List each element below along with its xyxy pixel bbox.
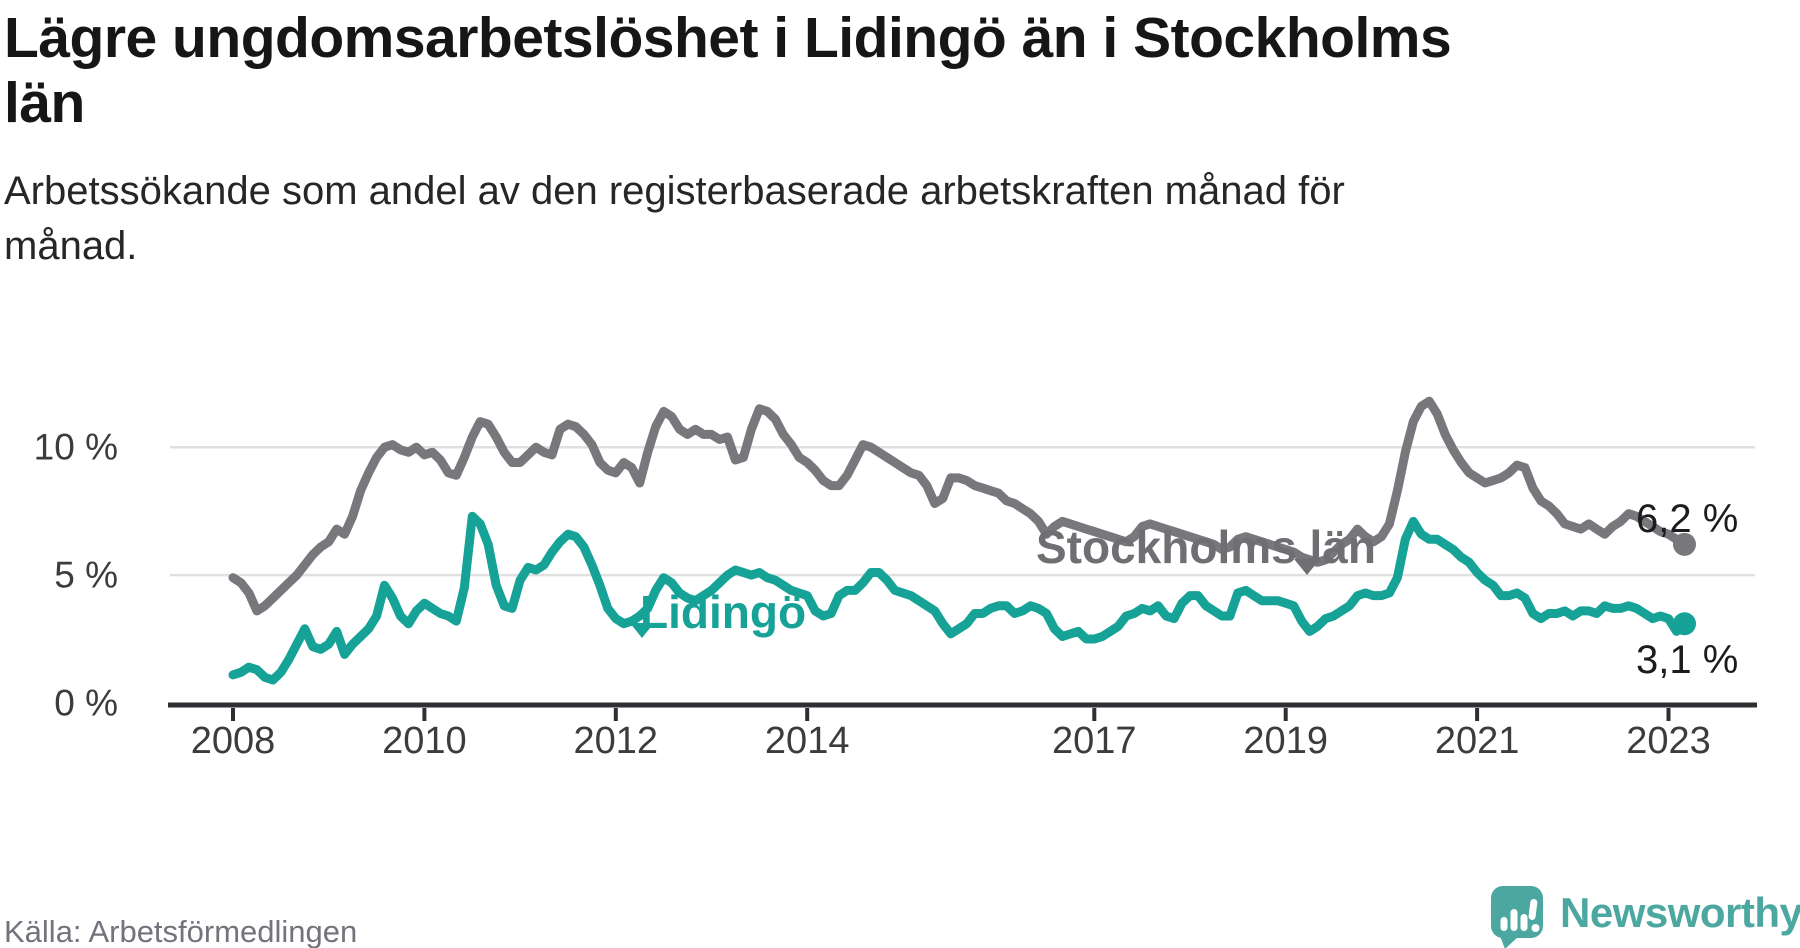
- y-tick-label-0: 0 %: [54, 683, 118, 724]
- newsworthy-brand: Newsworthy: [1488, 884, 1800, 948]
- series-end-dot-stockholms-lan: [1673, 532, 1696, 556]
- source-note: Källa: Arbetsförmedlingen: [4, 914, 358, 948]
- page-title-line-1: Lägre ungdomsarbetslöshet i Lidingö än i…: [4, 6, 1452, 70]
- series-line-stockholms-lan: [228, 396, 1689, 616]
- gridlines: 0 % 5 % 10 %: [34, 427, 1755, 724]
- lidingo-label-pointer-icon: [630, 623, 654, 638]
- newsworthy-logo-icon: [1491, 886, 1543, 948]
- x-tick-label-2019: 2019: [1243, 720, 1328, 762]
- x-tick-label-2014: 2014: [765, 720, 850, 762]
- y-tick-label-5: 5 %: [54, 555, 118, 596]
- x-tick-label-2008: 2008: [191, 720, 276, 762]
- newsworthy-wordmark: Newsworthy: [1560, 889, 1800, 936]
- chart-subtitle-line-1: Arbetssökande som andel av den registerb…: [4, 169, 1345, 213]
- series-lines: [228, 396, 1696, 685]
- x-axis: 2008 2010 2012 2014 2017 2019 2021 2023: [168, 702, 1757, 762]
- x-tick-label-2021: 2021: [1435, 720, 1520, 762]
- y-tick-label-10: 10 %: [34, 427, 118, 468]
- series-end-dot-lidingo: [1673, 612, 1696, 636]
- x-tick-label-2023: 2023: [1626, 720, 1711, 762]
- chart-subtitle-line-2: månad.: [4, 224, 138, 269]
- x-tick-label-2017: 2017: [1052, 720, 1137, 762]
- page-title: Lägre ungdomsarbetslöshet i Lidingö än i…: [4, 6, 1784, 136]
- series-line-lidingo: [228, 511, 1689, 685]
- page-title-line-2: län: [4, 70, 85, 135]
- stockholm-label-pointer-icon: [1294, 559, 1320, 575]
- x-tick-label-2010: 2010: [382, 720, 467, 762]
- x-tick-label-2012: 2012: [574, 720, 659, 762]
- chart-subtitle: Arbetssökande som andel av den registerb…: [4, 164, 1504, 274]
